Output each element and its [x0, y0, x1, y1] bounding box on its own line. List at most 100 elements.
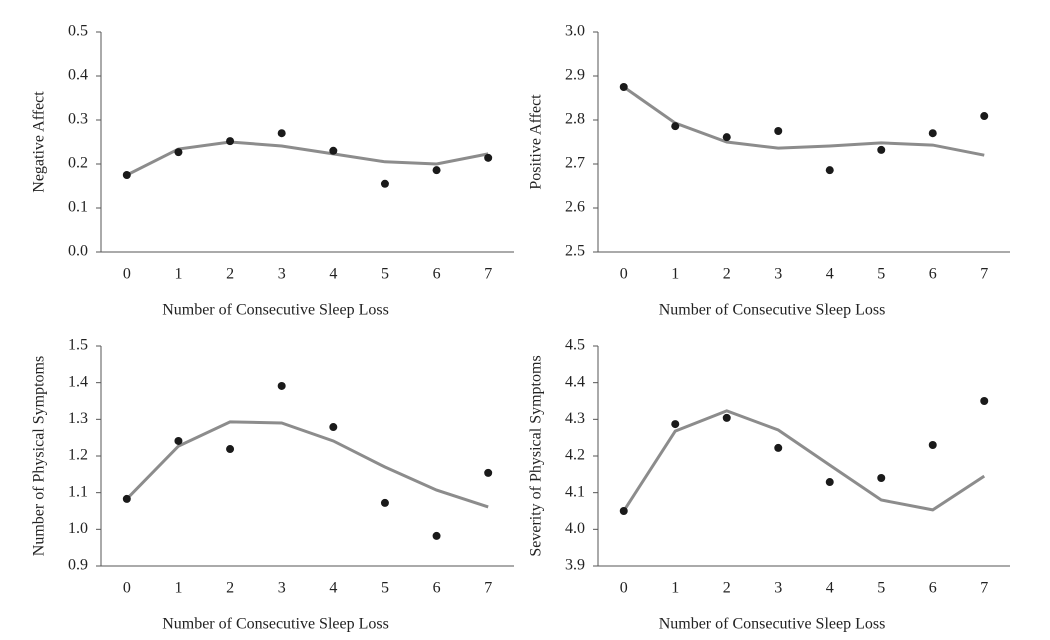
- data-point: [877, 474, 886, 482]
- data-point: [380, 179, 389, 188]
- x-tick-label: 6: [929, 580, 937, 597]
- y-tick-label: 2.9: [565, 67, 585, 84]
- data-point: [329, 423, 338, 432]
- data-point: [877, 145, 886, 154]
- y-tick-label: 1.0: [68, 520, 88, 537]
- y-tick-label: 2.7: [565, 155, 585, 172]
- x-tick-label: 4: [329, 580, 337, 597]
- x-tick-label: 0: [620, 266, 628, 283]
- data-point: [980, 397, 989, 405]
- trend-line: [126, 140, 489, 177]
- data-point: [432, 531, 441, 540]
- x-tick-label: 2: [723, 266, 731, 283]
- x-tick-label: 1: [671, 266, 679, 283]
- y-axis-label: Positive Affect: [528, 94, 545, 190]
- y-tick-label: 3.0: [565, 23, 585, 40]
- x-tick-label: 6: [433, 580, 441, 597]
- data-point: [432, 166, 441, 175]
- x-tick-label: 3: [774, 266, 782, 283]
- y-tick-label: 4.5: [565, 337, 585, 354]
- data-point: [122, 494, 131, 503]
- data-point: [825, 478, 834, 487]
- data-point: [277, 129, 286, 138]
- data-point: [671, 420, 680, 429]
- x-tick-label: 2: [226, 580, 234, 597]
- data-point: [619, 83, 628, 91]
- x-tick-label: 0: [123, 266, 131, 283]
- data-point: [774, 443, 783, 452]
- data-point: [174, 148, 183, 157]
- data-point: [928, 441, 937, 449]
- data-point: [329, 146, 338, 155]
- y-tick-label: 2.8: [565, 111, 585, 128]
- data-point: [277, 381, 286, 390]
- x-tick-label: 5: [381, 266, 389, 283]
- x-tick-label: 4: [826, 266, 834, 283]
- y-tick-label: 1.4: [68, 373, 88, 390]
- y-tick-label: 1.1: [68, 483, 88, 500]
- y-tick-label: 0.2: [68, 155, 88, 172]
- data-point: [825, 166, 834, 175]
- y-axis-label: Severity of Physical Symptoms: [528, 355, 545, 556]
- y-tick-label: 4.3: [565, 410, 585, 427]
- y-tick-label: 0.0: [68, 243, 88, 260]
- x-tick-label: 6: [929, 266, 937, 283]
- y-axis-label: Number of Physical Symptoms: [31, 356, 48, 556]
- data-point: [722, 413, 731, 422]
- y-tick-label: 1.5: [68, 337, 88, 354]
- x-tick-label: 1: [174, 580, 182, 597]
- y-tick-label: 4.0: [565, 520, 585, 537]
- data-point: [928, 129, 937, 138]
- trend-line: [622, 409, 986, 512]
- trend-line: [125, 420, 489, 509]
- y-tick-label: 1.3: [68, 410, 88, 427]
- y-tick-label: 0.1: [68, 199, 88, 216]
- x-tick-label: 1: [174, 266, 182, 283]
- x-tick-label: 3: [278, 266, 286, 283]
- data-point: [484, 468, 493, 477]
- y-tick-label: 2.5: [565, 243, 585, 260]
- x-tick-label: 7: [484, 580, 492, 597]
- x-tick-label: 3: [774, 580, 782, 597]
- x-tick-label: 7: [484, 266, 492, 283]
- y-tick-label: 0.3: [68, 111, 88, 128]
- y-tick-label: 1.2: [68, 447, 88, 464]
- data-point: [226, 445, 235, 454]
- x-tick-label: 1: [671, 580, 679, 597]
- x-tick-label: 6: [433, 266, 441, 283]
- x-tick-label: 2: [226, 266, 234, 283]
- x-axis-label: Number of Consecutive Sleep Loss: [659, 302, 886, 319]
- x-axis-label: Number of Consecutive Sleep Loss: [162, 302, 389, 319]
- y-tick-label: 4.1: [565, 483, 585, 500]
- y-axis-label: Negative Affect: [31, 91, 48, 193]
- data-point: [174, 436, 183, 445]
- x-tick-label: 4: [826, 580, 834, 597]
- data-point: [122, 171, 131, 179]
- trend-line: [622, 85, 985, 157]
- data-point: [380, 498, 389, 507]
- y-tick-label: 4.4: [565, 373, 585, 390]
- x-tick-label: 7: [980, 580, 988, 597]
- x-tick-label: 3: [278, 580, 286, 597]
- data-point: [671, 122, 680, 131]
- x-tick-label: 0: [123, 580, 131, 597]
- x-tick-label: 4: [329, 266, 337, 283]
- data-point: [774, 127, 783, 135]
- x-tick-label: 5: [877, 580, 885, 597]
- y-tick-label: 4.2: [565, 447, 585, 464]
- y-tick-label: 0.5: [68, 23, 88, 40]
- y-tick-label: 3.9: [565, 557, 585, 574]
- y-tick-label: 0.4: [68, 67, 88, 84]
- x-tick-label: 0: [620, 580, 628, 597]
- x-axis-label: Number of Consecutive Sleep Loss: [659, 616, 886, 633]
- y-tick-label: 0.9: [68, 557, 88, 574]
- y-tick-label: 2.6: [565, 199, 585, 216]
- data-point: [722, 133, 731, 142]
- x-axis-label: Number of Consecutive Sleep Loss: [162, 616, 389, 633]
- x-tick-label: 7: [980, 266, 988, 283]
- x-tick-label: 5: [381, 580, 389, 597]
- x-tick-label: 5: [877, 266, 885, 283]
- x-tick-label: 2: [723, 580, 731, 597]
- data-point: [980, 112, 989, 121]
